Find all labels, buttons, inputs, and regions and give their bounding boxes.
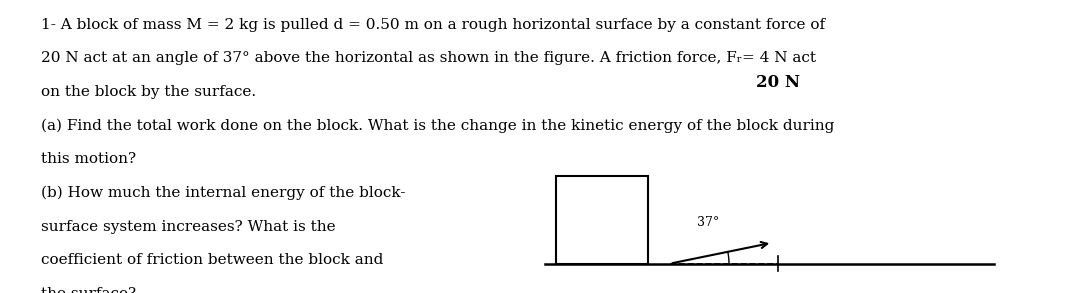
Text: 37°: 37° xyxy=(697,216,719,229)
Text: 20 N: 20 N xyxy=(756,74,799,91)
Text: this motion?: this motion? xyxy=(41,152,136,166)
Text: 1- A block of mass M = 2 kg is pulled d = 0.50 m on a rough horizontal surface b: 1- A block of mass M = 2 kg is pulled d … xyxy=(41,18,825,32)
Text: on the block by the surface.: on the block by the surface. xyxy=(41,85,256,99)
Text: 20 N act at an angle of 37° above the horizontal as shown in the figure. A frict: 20 N act at an angle of 37° above the ho… xyxy=(41,51,816,65)
Text: (a) Find the total work done on the block. What is the change in the kinetic ene: (a) Find the total work done on the bloc… xyxy=(41,119,835,133)
Text: surface system increases? What is the: surface system increases? What is the xyxy=(41,220,336,234)
Bar xyxy=(556,176,648,264)
Text: (b) How much the internal energy of the block-: (b) How much the internal energy of the … xyxy=(41,186,406,200)
Text: the surface?: the surface? xyxy=(41,287,136,293)
Text: coefficient of friction between the block and: coefficient of friction between the bloc… xyxy=(41,253,383,268)
